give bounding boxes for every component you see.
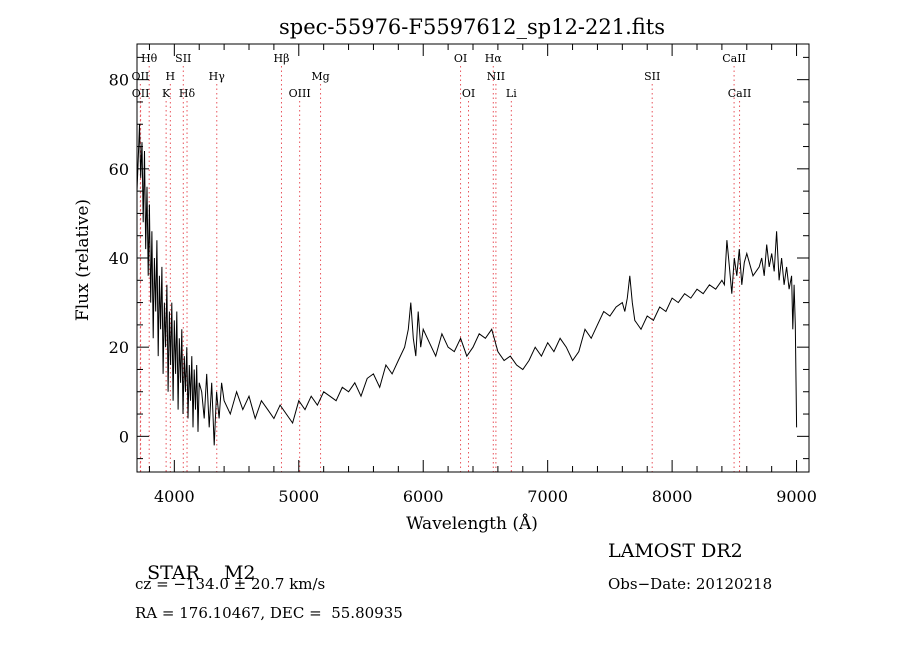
line-label-12: OI [462,87,475,100]
line-label-6: Hδ [179,87,196,100]
object-subclass: M2 [223,562,256,584]
line-label-0: Hθ [141,52,158,65]
y-axis-label: Flux (relative) [73,199,93,321]
x-tick-label-2: 6000 [403,487,444,506]
line-label-15: Li [506,87,517,100]
x-tick-label-4: 8000 [652,487,693,506]
x-axis: 4000 5000 6000 7000 8000 9000 [148,44,817,506]
y-tick-label-4: 80 [109,71,129,90]
redshift-velocity: cz = −134.0 ± 20.7 km/s [135,575,326,593]
object-class-label: STAR [147,562,200,584]
line-label-5: SII [175,52,191,65]
line-label-10: Mg [311,70,329,83]
survey-name: LAMOST DR2 [608,540,743,562]
y-tick-label-1: 20 [109,338,129,357]
x-tick-label-1: 5000 [278,487,319,506]
line-label-14: NII [487,70,505,83]
line-label-4: K [162,87,171,100]
y-tick-label-3: 60 [109,160,129,179]
spectral-line-markers [139,66,741,472]
line-label-8: Hβ [274,52,290,65]
x-tick-label-5: 9000 [776,487,817,506]
chart-title: spec-55976-F5597612_sp12-221.fits [279,15,665,39]
spectrum-line [136,124,798,446]
line-label-16: SII [644,70,660,83]
plot-frame [136,43,810,473]
x-tick-label-0: 4000 [154,487,195,506]
x-axis-label: Wavelength (Å) [406,513,538,534]
coordinates: RA = 176.10467, DEC = 55.80935 [135,604,403,622]
observation-date: Obs−Date: 20120218 [608,575,773,593]
line-label-13: Hα [485,52,503,65]
y-axis: 0 20 40 60 80 [109,56,809,460]
line-label-9: OIII [289,87,311,100]
y-tick-label-2: 40 [109,249,129,268]
line-label-11: OI [454,52,467,65]
line-label-7: Hγ [209,70,226,83]
x-tick-label-3: 7000 [527,487,568,506]
line-label-3: H [166,70,176,83]
y-tick-label-0: 0 [119,427,129,446]
object-class: STAR M2 [135,540,256,584]
line-label-2: OII [132,87,150,100]
line-label-1: OII [132,70,150,83]
line-label-18: CaII [728,87,752,100]
line-label-17: CaII [722,52,746,65]
